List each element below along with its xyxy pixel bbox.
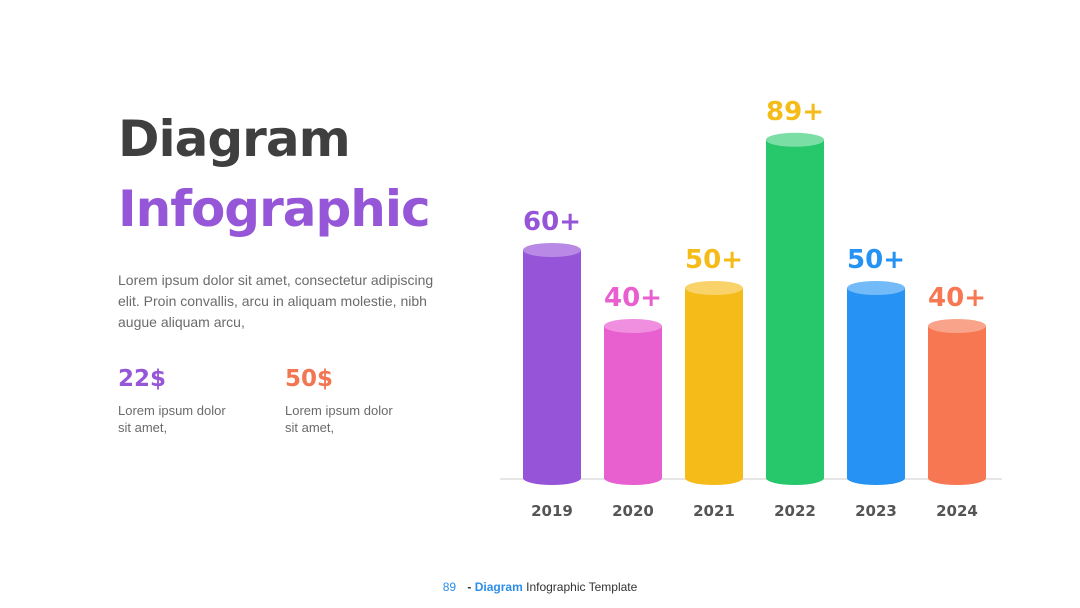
bar-base-2023 bbox=[847, 471, 905, 485]
footer-brand: Diagram bbox=[474, 580, 523, 594]
description-text: Lorem ipsum dolor sit amet, consectetur … bbox=[118, 272, 434, 330]
x-tick-label-2021: 2021 bbox=[693, 502, 735, 520]
page-title-line2: Infographic bbox=[118, 180, 431, 238]
bar-cap-2023 bbox=[847, 281, 905, 295]
bar-2024 bbox=[928, 326, 986, 478]
stat-label: Lorem ipsum dolor sit amet, bbox=[285, 403, 393, 435]
stat-block-1: 22$ Lorem ipsum dolor sit amet, bbox=[118, 364, 258, 436]
bar-base-2024 bbox=[928, 471, 986, 485]
x-tick-label-2020: 2020 bbox=[612, 502, 654, 520]
bar-base-2019 bbox=[523, 471, 581, 485]
data-label-2024: 40+ bbox=[928, 283, 986, 313]
bar-cap-2021 bbox=[685, 281, 743, 295]
bar-base-2022 bbox=[766, 471, 824, 485]
data-label-2023: 50+ bbox=[847, 245, 905, 275]
stat-value: 50$ bbox=[285, 366, 334, 392]
x-tick-label-2022: 2022 bbox=[774, 502, 816, 520]
bar-cap-2020 bbox=[604, 319, 662, 333]
x-tick-label-2024: 2024 bbox=[936, 502, 978, 520]
bar-2021 bbox=[685, 288, 743, 478]
footer-suffix: Infographic Template bbox=[526, 580, 638, 594]
bar-base-2020 bbox=[604, 471, 662, 485]
bar-2020 bbox=[604, 326, 662, 478]
footer-separator: - bbox=[467, 580, 472, 594]
x-tick-label-2023: 2023 bbox=[855, 502, 897, 520]
data-label-2020: 40+ bbox=[604, 283, 662, 313]
footer: 89 - Diagram Infographic Template bbox=[0, 580, 1080, 594]
data-label-2021: 50+ bbox=[685, 245, 743, 275]
data-label-2019: 60+ bbox=[523, 207, 581, 237]
x-tick-label-2019: 2019 bbox=[531, 502, 573, 520]
bar-cap-2022 bbox=[766, 132, 824, 147]
stat-block-2: 50$ Lorem ipsum dolor sit amet, bbox=[285, 364, 425, 436]
bar-base-2021 bbox=[685, 471, 743, 485]
bar-2019 bbox=[523, 250, 581, 478]
page-title-line1: Diagram bbox=[118, 110, 351, 168]
bar-cap-2024 bbox=[928, 319, 986, 333]
stat-value: 22$ bbox=[118, 366, 167, 392]
bar-cap-2019 bbox=[523, 243, 581, 257]
bar-2023 bbox=[847, 288, 905, 478]
bar-2022 bbox=[766, 139, 824, 479]
page-number: 89 bbox=[442, 580, 457, 594]
stat-label: Lorem ipsum dolor sit amet, bbox=[118, 403, 226, 435]
data-label-2022: 89+ bbox=[766, 97, 824, 127]
